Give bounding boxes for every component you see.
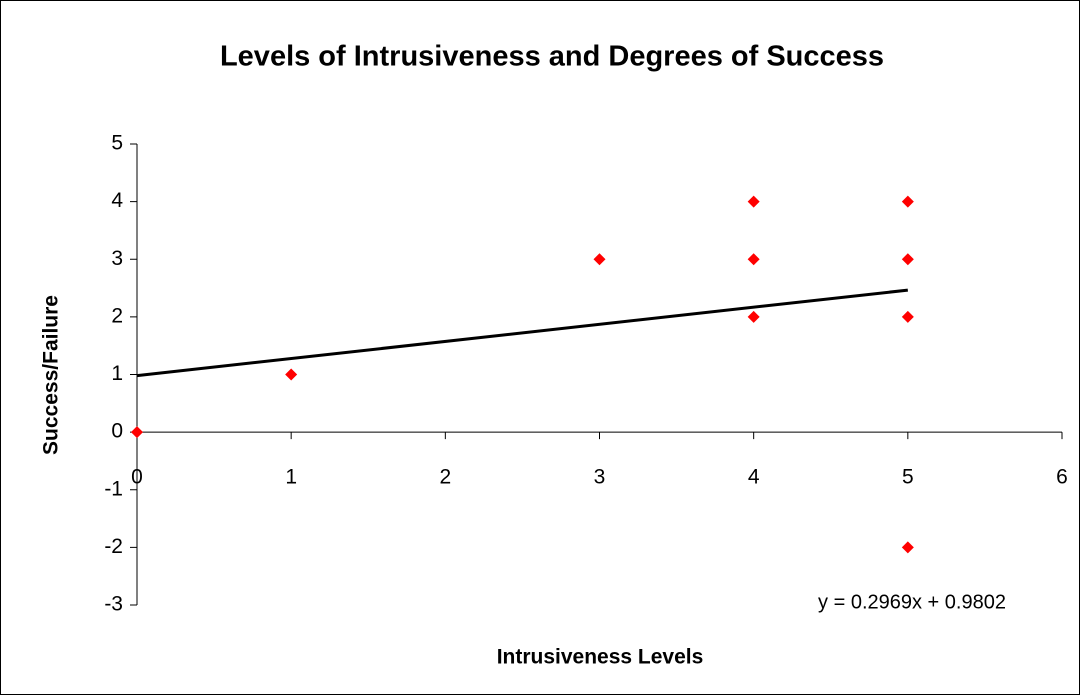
- point: [901, 310, 914, 323]
- x-tick-label: 6: [1056, 466, 1068, 489]
- x-tick-label: 3: [594, 466, 606, 489]
- y-tick-label: -2: [104, 535, 123, 558]
- y-tick-label: -3: [104, 593, 123, 616]
- y-tick-label: 5: [111, 132, 123, 155]
- point: [131, 426, 143, 439]
- x-tick-label: 2: [439, 466, 451, 489]
- x-axis-label: Intrusiveness Levels: [497, 646, 704, 669]
- x-tick-label: 1: [285, 466, 297, 489]
- point: [747, 310, 760, 323]
- y-tick-label: -1: [104, 477, 123, 500]
- trendline: [136, 288, 908, 378]
- x-tick-label: 4: [748, 466, 760, 489]
- trendline-equation: y = 0.2969x + 0.9802: [818, 591, 1006, 613]
- chart-title: Levels of Intrusiveness and Degrees of S…: [220, 41, 884, 73]
- y-tick-label: 1: [111, 362, 123, 385]
- point: [901, 253, 914, 266]
- point: [285, 368, 298, 381]
- point: [901, 195, 914, 208]
- point: [593, 253, 606, 266]
- y-tick-label: 3: [111, 247, 123, 270]
- y-tick-label: 2: [111, 304, 123, 327]
- point: [747, 195, 760, 208]
- y-tick-label: 4: [111, 189, 123, 212]
- point: [747, 253, 760, 266]
- x-tick-label: 5: [902, 466, 914, 489]
- y-axis-label: Success/Failure: [40, 295, 63, 455]
- x-tick-label: 0: [131, 466, 143, 489]
- point: [901, 541, 914, 554]
- y-tick-label: 0: [111, 420, 123, 443]
